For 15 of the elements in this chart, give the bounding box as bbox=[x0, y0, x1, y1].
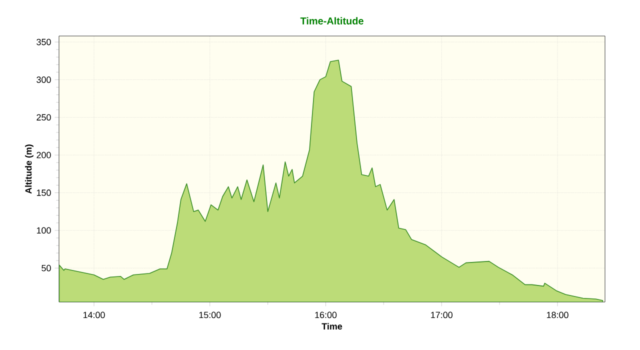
y-tick-label: 150 bbox=[36, 190, 51, 196]
y-tick-label: 200 bbox=[36, 152, 51, 158]
x-tick-label: 15:00 bbox=[199, 312, 221, 318]
chart-title: Time-Altitude bbox=[300, 17, 364, 24]
x-tick-label: 17:00 bbox=[431, 312, 452, 318]
y-tick-label: 300 bbox=[36, 76, 51, 83]
y-tick-label: 50 bbox=[42, 264, 51, 272]
y-axis-title: Altitude (m) bbox=[25, 144, 34, 194]
x-axis-title: Time bbox=[322, 322, 342, 330]
y-tick-label: 100 bbox=[36, 227, 51, 234]
x-tick-label: 18:00 bbox=[546, 312, 568, 318]
x-tick-label: 16:00 bbox=[315, 312, 337, 318]
x-tick-label: 14:00 bbox=[83, 312, 105, 318]
y-tick-label: 250 bbox=[36, 114, 51, 121]
y-tick-label: 350 bbox=[36, 38, 51, 46]
